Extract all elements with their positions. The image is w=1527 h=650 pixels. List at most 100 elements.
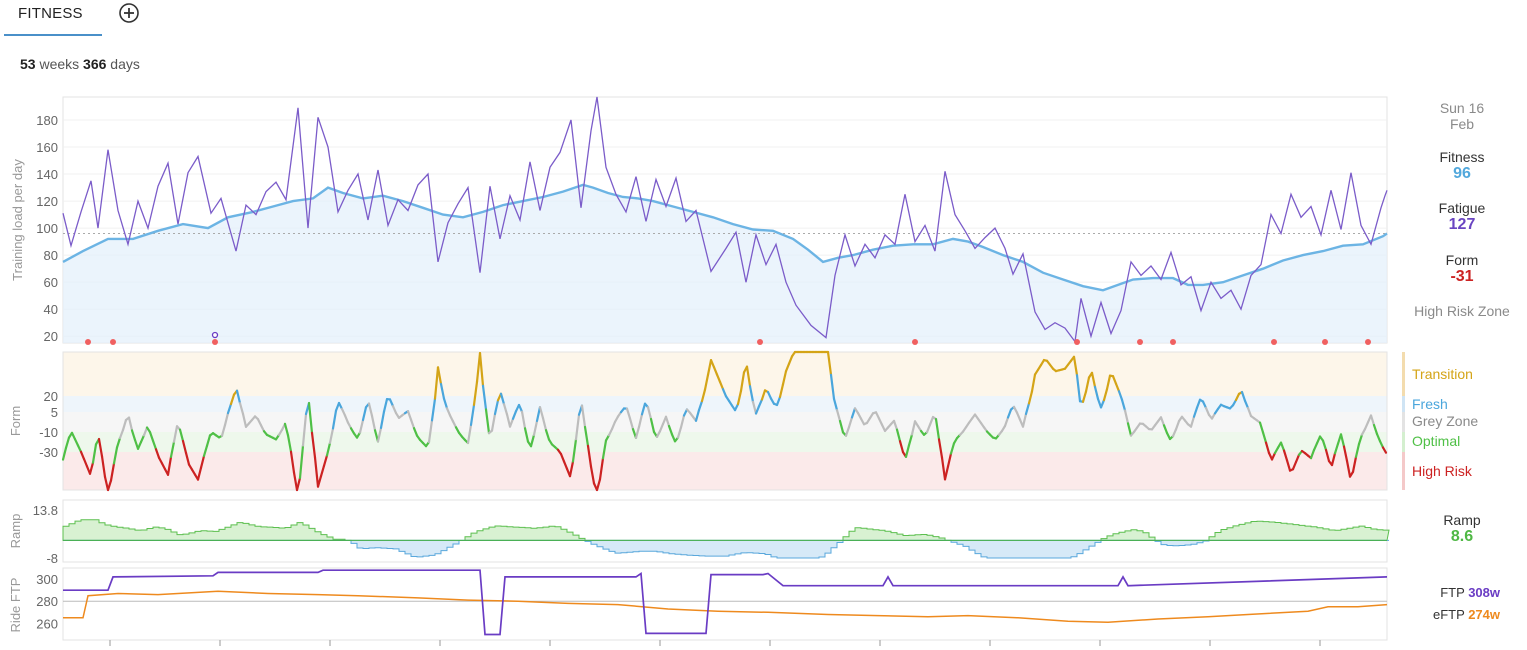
form-segment <box>340 407 347 417</box>
form-segment <box>679 414 686 429</box>
form-segment <box>910 420 917 436</box>
form-segment <box>697 400 704 412</box>
form-panel[interactable]: Form 205 -10 -30 <box>8 350 1405 492</box>
note-marker[interactable] <box>211 331 219 339</box>
form-segment <box>940 456 947 481</box>
form-segment <box>181 439 188 455</box>
form-segment <box>586 444 593 468</box>
y-tick-label: 180 <box>36 113 58 128</box>
y-tick-label: 80 <box>44 248 58 263</box>
form-segment <box>448 414 455 423</box>
form-segment <box>1003 416 1010 428</box>
zone-optimal-band <box>63 432 1387 452</box>
form-segment <box>142 426 149 437</box>
form-segment <box>1171 428 1178 438</box>
form-segment <box>127 416 134 432</box>
form-segment <box>712 366 719 376</box>
form-segment <box>523 427 530 443</box>
form-segment <box>709 358 716 369</box>
form-segment <box>256 418 263 427</box>
form-segment <box>283 422 290 437</box>
zone-summary: High Risk Zone <box>1414 303 1510 319</box>
form-segment <box>1204 406 1211 417</box>
form-segment <box>1090 371 1097 388</box>
form-segment <box>430 397 437 422</box>
form-segment <box>112 446 119 465</box>
add-tab-button[interactable] <box>118 2 140 24</box>
ftp-panel[interactable]: Ride FTP 260 280 300 <box>8 567 1388 646</box>
x-axis-ticks <box>109 640 1321 646</box>
form-segment <box>1261 431 1268 444</box>
form-segment <box>748 385 755 403</box>
form-segment <box>835 408 842 423</box>
ftp-line <box>63 569 1388 636</box>
form-segment <box>205 434 212 447</box>
form-segment <box>640 402 647 416</box>
form-segment <box>925 423 932 434</box>
form-segment <box>76 444 83 453</box>
form-segment <box>775 395 782 407</box>
form-segment <box>745 365 752 388</box>
form-segment <box>847 416 854 429</box>
form-segment <box>1375 432 1382 443</box>
form-segment <box>874 411 881 420</box>
ramp-summary-label: Ramp <box>1443 512 1481 528</box>
ftp-summary: FTP 308w <box>1420 585 1500 600</box>
training-load-panel[interactable]: Training load per day 20 40 60 80 100 120 140 1… <box>10 96 1388 345</box>
form-segment <box>382 397 389 413</box>
form-segment <box>298 444 305 480</box>
form-segment <box>427 419 434 444</box>
form-segment <box>634 425 641 439</box>
form-segment <box>472 380 479 406</box>
form-segment <box>97 437 104 458</box>
form-segment <box>1117 390 1124 401</box>
form-segment <box>757 398 764 408</box>
form-segment <box>1159 416 1166 427</box>
form-segment <box>778 383 785 399</box>
form-segment <box>1027 390 1034 405</box>
form-segment <box>505 413 512 428</box>
form-segment <box>559 452 566 463</box>
form-ticks: 205 -10 -30 <box>39 389 58 460</box>
form-segment <box>1285 459 1292 472</box>
form-segment <box>166 455 173 476</box>
form-segment <box>844 426 851 437</box>
fatigue-summary-label: Fatigue <box>1438 200 1486 216</box>
form-segment <box>103 475 110 492</box>
form-segment <box>1381 446 1388 454</box>
zone-grey-band <box>63 412 1387 432</box>
eftp-line <box>63 590 1388 624</box>
form-segment <box>1126 422 1133 437</box>
form-segment <box>826 350 833 376</box>
form-segment <box>1114 382 1121 393</box>
form-segment <box>391 405 398 415</box>
y-tick-label: 13.8 <box>33 503 58 518</box>
tab-fitness[interactable]: FITNESS <box>4 0 102 36</box>
zone-high-risk-marker <box>1402 452 1405 490</box>
training-load-axis-label: Training load per day <box>10 159 25 281</box>
form-segment <box>466 423 473 445</box>
form-segment <box>520 410 527 430</box>
form-segment <box>784 362 791 373</box>
high-risk-marker <box>212 339 218 345</box>
form-segment <box>73 438 80 447</box>
form-segment <box>646 406 653 421</box>
form-segment <box>1123 409 1130 425</box>
form-segment <box>406 410 413 421</box>
form-segment <box>1189 415 1196 428</box>
form-segment <box>169 440 176 459</box>
eftp-summary-value: 274w <box>1468 607 1500 622</box>
form-segment <box>319 464 326 478</box>
form-segment <box>1030 373 1037 393</box>
high-risk-marker <box>1365 339 1371 345</box>
form-segment <box>1324 448 1331 463</box>
form-segment <box>571 438 578 463</box>
form-segment <box>541 417 548 432</box>
ramp-panel[interactable]: Ramp 13.8 -8 <box>8 499 1390 566</box>
form-summary: Form -31 <box>1407 252 1517 286</box>
form-segment <box>1243 399 1250 410</box>
form-segment <box>1345 459 1352 478</box>
form-axis-label: Form <box>8 406 23 436</box>
form-segment <box>313 456 320 488</box>
